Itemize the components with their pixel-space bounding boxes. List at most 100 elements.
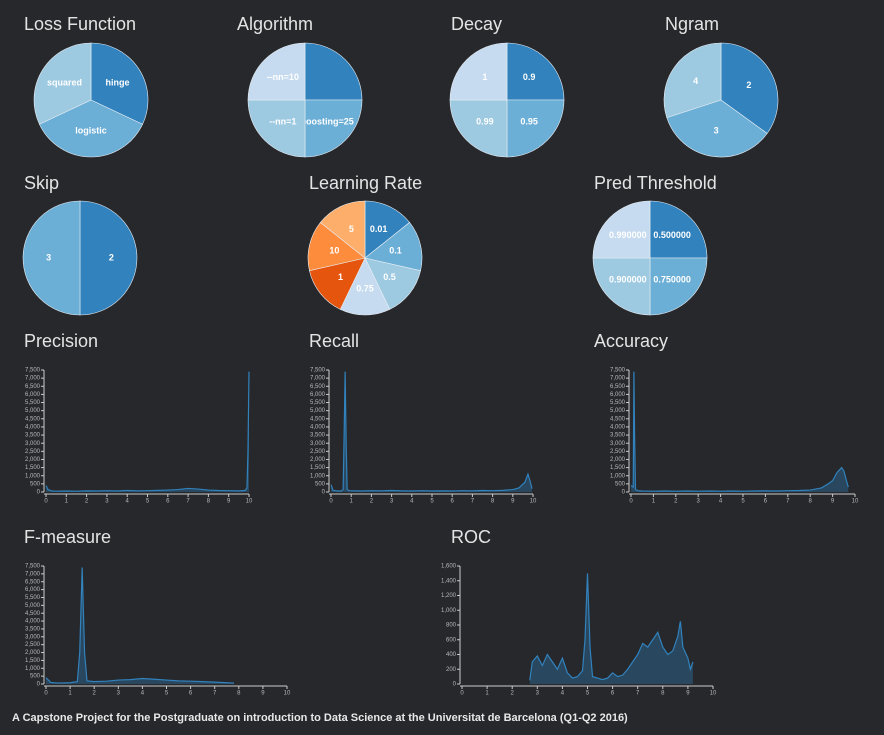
y-tick-label: 200 bbox=[446, 667, 457, 673]
y-tick-label: 6,000 bbox=[25, 392, 41, 398]
slice-label: 4 bbox=[693, 76, 698, 86]
x-tick-label: 9 bbox=[686, 691, 690, 697]
y-tick-label: 5,500 bbox=[25, 400, 41, 406]
x-tick-label: 2 bbox=[93, 691, 97, 697]
pie-slice bbox=[720, 42, 779, 134]
slice-label: 0.01 bbox=[370, 224, 388, 234]
x-tick-label: 2 bbox=[511, 691, 515, 697]
x-tick-label: 10 bbox=[852, 499, 859, 505]
x-tick-label: 6 bbox=[611, 691, 615, 697]
y-tick-label: 1,600 bbox=[441, 564, 457, 570]
pie-slice bbox=[247, 99, 306, 158]
pie-slice bbox=[320, 200, 366, 259]
slice-label: 0.99 bbox=[476, 117, 494, 127]
pie-slice bbox=[307, 222, 366, 272]
x-tick-label: 9 bbox=[511, 499, 515, 505]
chart-title: Skip bbox=[24, 173, 59, 193]
x-tick-label: 3 bbox=[390, 499, 394, 505]
x-tick-label: 4 bbox=[141, 691, 145, 697]
pie-slice bbox=[663, 42, 722, 118]
x-tick-label: 7 bbox=[636, 691, 640, 697]
pie-slice bbox=[247, 42, 306, 101]
x-tick-label: 2 bbox=[674, 499, 678, 505]
pie-slice bbox=[649, 257, 708, 316]
x-tick-label: 5 bbox=[165, 691, 169, 697]
y-tick-label: 500 bbox=[315, 481, 326, 487]
y-tick-label: 2,500 bbox=[310, 449, 326, 455]
line bbox=[630, 371, 849, 492]
pie-slice bbox=[592, 200, 651, 259]
y-tick-label: 0 bbox=[622, 490, 626, 496]
x-tick-label: 8 bbox=[237, 691, 241, 697]
pie-slice bbox=[649, 200, 708, 259]
y-tick-label: 1,000 bbox=[310, 473, 326, 479]
y-tick-label: 800 bbox=[446, 623, 457, 629]
slice-label: 0.500000 bbox=[653, 230, 691, 240]
slice-label: 2 bbox=[109, 252, 114, 262]
y-tick-label: 2,000 bbox=[610, 457, 626, 463]
slice-label: squared bbox=[47, 78, 82, 88]
x-tick-label: 3 bbox=[105, 499, 109, 505]
x-tick-label: 10 bbox=[710, 691, 717, 697]
slice-label: 2 bbox=[746, 80, 751, 90]
slice-label: hinge bbox=[105, 78, 129, 88]
slice-label: 0.990000 bbox=[609, 230, 647, 240]
slice-label: 0.95 bbox=[520, 117, 538, 127]
line bbox=[330, 371, 533, 492]
x-tick-label: 5 bbox=[586, 691, 590, 697]
slice-label: --nn=10 bbox=[267, 72, 299, 82]
x-tick-label: 1 bbox=[485, 691, 489, 697]
x-tick-label: 0 bbox=[629, 499, 633, 505]
y-tick-label: 6,500 bbox=[25, 384, 41, 390]
chart-title: Precision bbox=[24, 331, 98, 351]
y-tick-label: 1,000 bbox=[610, 473, 626, 479]
x-tick-label: 4 bbox=[719, 499, 723, 505]
slice-label: 1 bbox=[482, 72, 487, 82]
y-tick-label: 500 bbox=[615, 481, 626, 487]
y-tick-label: 1,500 bbox=[310, 465, 326, 471]
slice-label: 5 bbox=[349, 224, 354, 234]
chart-title: Accuracy bbox=[594, 331, 668, 351]
y-tick-label: 1,200 bbox=[441, 593, 457, 599]
y-tick-label: 2,500 bbox=[25, 642, 41, 648]
slice-label: 0.5 bbox=[383, 272, 396, 282]
pie-slice bbox=[364, 257, 421, 310]
y-tick-label: 7,000 bbox=[25, 571, 41, 577]
slice-label: 0.75 bbox=[356, 284, 374, 294]
y-tick-label: 4,000 bbox=[610, 425, 626, 431]
x-tick-label: 5 bbox=[430, 499, 434, 505]
chart-title: Ngram bbox=[665, 14, 719, 34]
y-tick-label: 2,500 bbox=[25, 449, 41, 455]
x-tick-label: 9 bbox=[227, 499, 231, 505]
x-tick-label: 4 bbox=[126, 499, 130, 505]
y-tick-label: 1,500 bbox=[610, 465, 626, 471]
area bbox=[529, 573, 693, 684]
area bbox=[631, 371, 849, 492]
slice-label: 0.9 bbox=[523, 72, 536, 82]
area bbox=[46, 567, 234, 684]
y-tick-label: 6,000 bbox=[610, 392, 626, 398]
x-tick-label: 10 bbox=[530, 499, 537, 505]
pie-slice bbox=[506, 42, 565, 101]
y-tick-label: 7,000 bbox=[25, 376, 41, 382]
y-tick-label: 2,000 bbox=[310, 457, 326, 463]
x-tick-label: 10 bbox=[284, 691, 291, 697]
y-tick-label: 1,000 bbox=[441, 608, 457, 614]
area bbox=[46, 371, 249, 492]
y-tick-label: 4,500 bbox=[310, 416, 326, 422]
x-tick-label: 2 bbox=[85, 499, 89, 505]
y-tick-label: 7,000 bbox=[310, 376, 326, 382]
y-tick-label: 0 bbox=[37, 682, 41, 688]
x-tick-label: 0 bbox=[44, 691, 48, 697]
chart-title: Algorithm bbox=[237, 14, 313, 34]
line bbox=[45, 567, 235, 684]
x-tick-label: 8 bbox=[809, 499, 813, 505]
x-tick-label: 8 bbox=[661, 691, 665, 697]
x-tick-label: 8 bbox=[207, 499, 211, 505]
y-tick-label: 7,500 bbox=[25, 368, 41, 374]
y-tick-label: 5,500 bbox=[25, 595, 41, 601]
x-tick-label: 5 bbox=[741, 499, 745, 505]
footer: A Capstone Project for the Postgraduate … bbox=[12, 712, 628, 724]
